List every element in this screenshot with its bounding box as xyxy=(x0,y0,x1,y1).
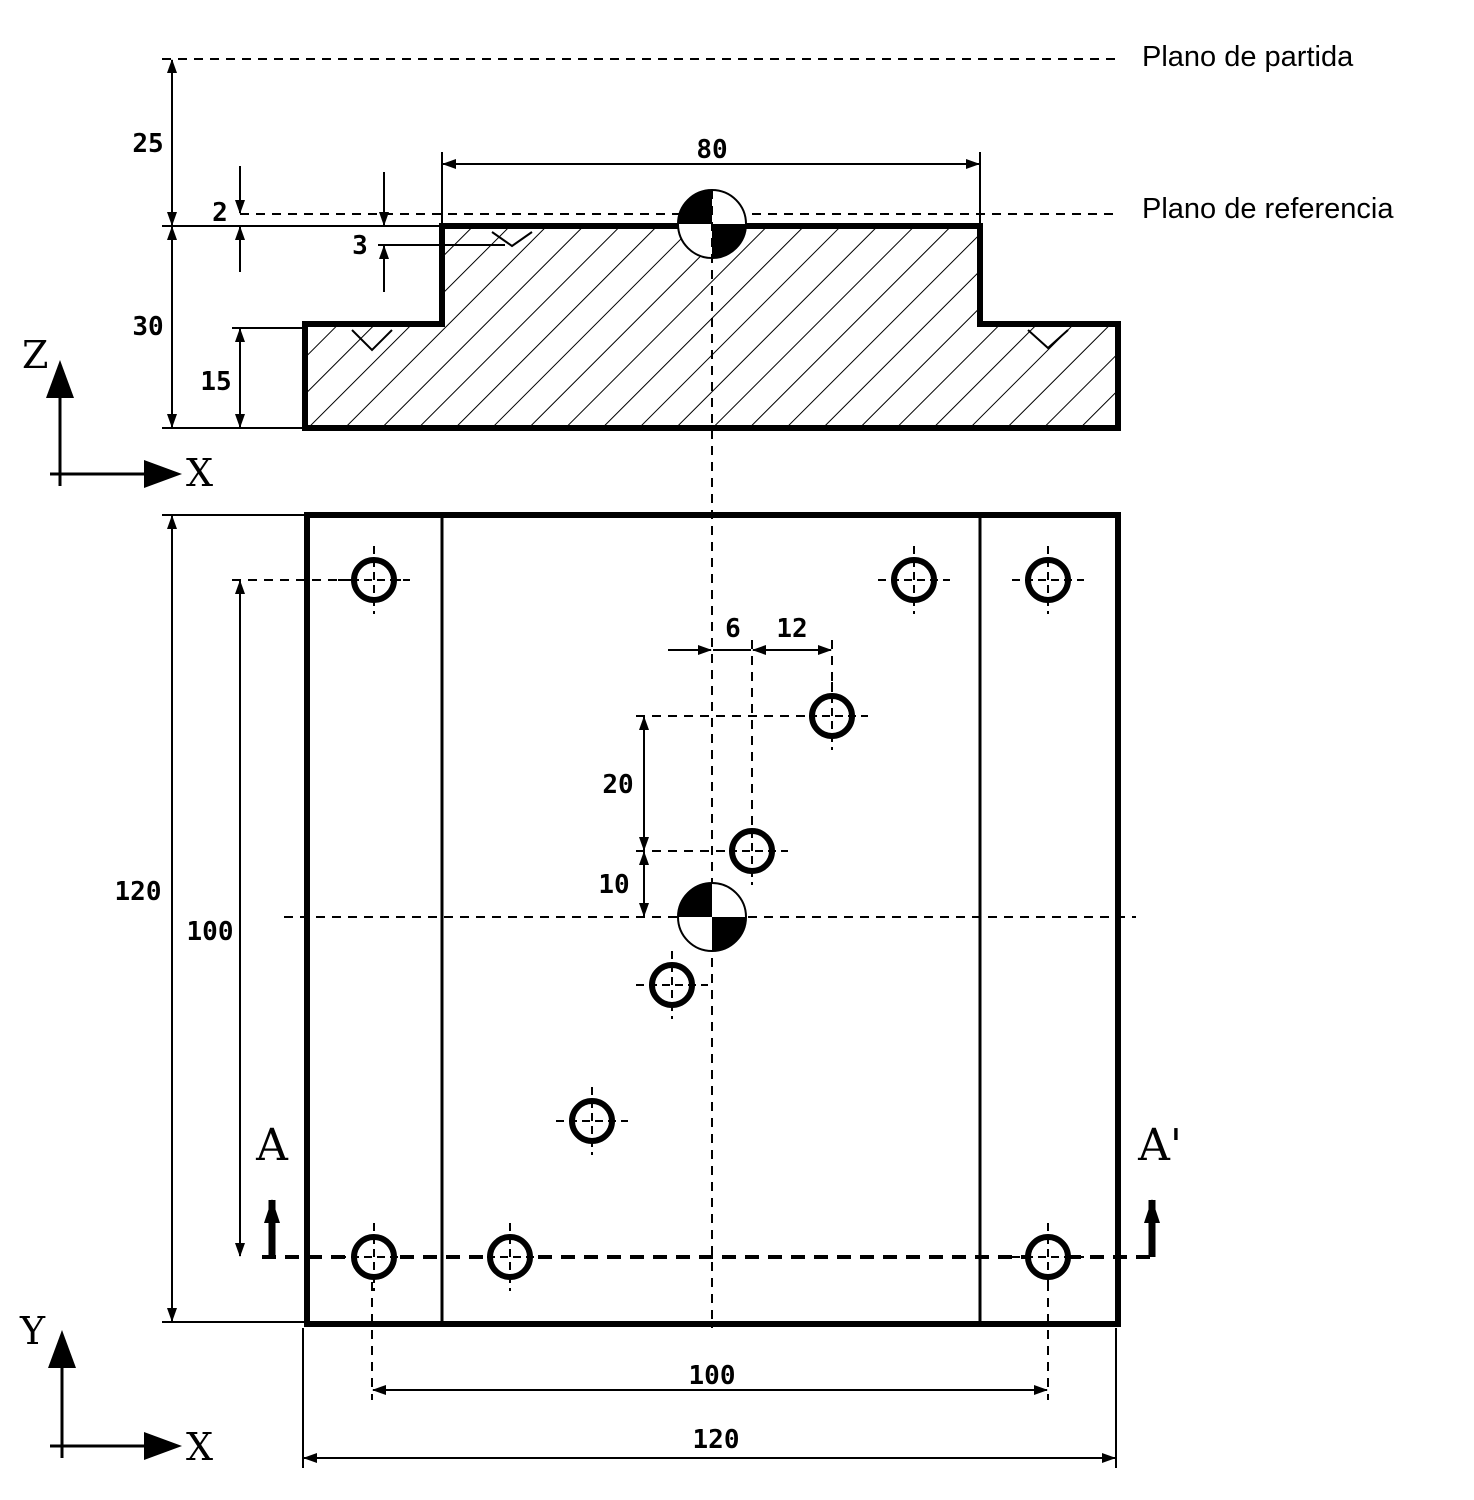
finish-mark xyxy=(351,329,393,352)
start-plane-label: Plano de partida xyxy=(1142,41,1354,73)
plate-outline xyxy=(304,512,1121,1327)
finish-mark xyxy=(491,231,533,248)
finish-mark xyxy=(1027,329,1069,350)
dim-100-horizontal-label: 100 xyxy=(689,1361,736,1391)
hole xyxy=(796,682,868,750)
datum-origin-symbol xyxy=(677,882,747,952)
elevation-view: 25 30 2 3 15 80 Plano de partida Plano d… xyxy=(22,41,1394,495)
hole xyxy=(636,951,708,1019)
axis-y-label: Y xyxy=(19,1309,46,1353)
section-label-left: A xyxy=(255,1120,289,1171)
axis-z-label: Z xyxy=(22,333,48,377)
axis-x-label: X xyxy=(186,1425,213,1469)
hole xyxy=(474,1223,546,1291)
plan-view: A A' 120 100 20 10 6 12 100 1 xyxy=(19,512,1182,1469)
hole xyxy=(716,817,788,885)
plan-axis-symbol: Y X xyxy=(19,1309,213,1469)
dim-12-label: 12 xyxy=(776,614,807,644)
dim-80-label: 80 xyxy=(696,135,727,165)
hole xyxy=(878,546,950,614)
dim-10-label: 10 xyxy=(598,870,629,900)
reference-plane-label: Plano de referencia xyxy=(1142,193,1394,225)
hole-pattern xyxy=(338,546,1084,1291)
hole xyxy=(1012,546,1084,614)
elevation-axis-symbol: Z X xyxy=(22,333,213,495)
dim-120-vertical-label: 120 xyxy=(115,877,162,907)
section-label-right: A' xyxy=(1137,1120,1182,1171)
dim-20-label: 20 xyxy=(602,770,633,800)
dim-120-horizontal-label: 120 xyxy=(693,1425,740,1455)
dim-3-label: 3 xyxy=(352,231,368,261)
hole xyxy=(338,1223,410,1291)
hole xyxy=(556,1087,628,1155)
dim-25-label: 25 xyxy=(132,129,163,159)
hole xyxy=(1012,1223,1084,1291)
hole xyxy=(338,546,410,614)
dim-2-label: 2 xyxy=(212,198,228,228)
dim-30-label: 30 xyxy=(132,312,163,342)
dim-6-label: 6 xyxy=(725,614,741,644)
dim-15-label: 15 xyxy=(200,367,231,397)
axis-x-label: X xyxy=(186,451,213,495)
dim-100-vertical-label: 100 xyxy=(187,917,234,947)
